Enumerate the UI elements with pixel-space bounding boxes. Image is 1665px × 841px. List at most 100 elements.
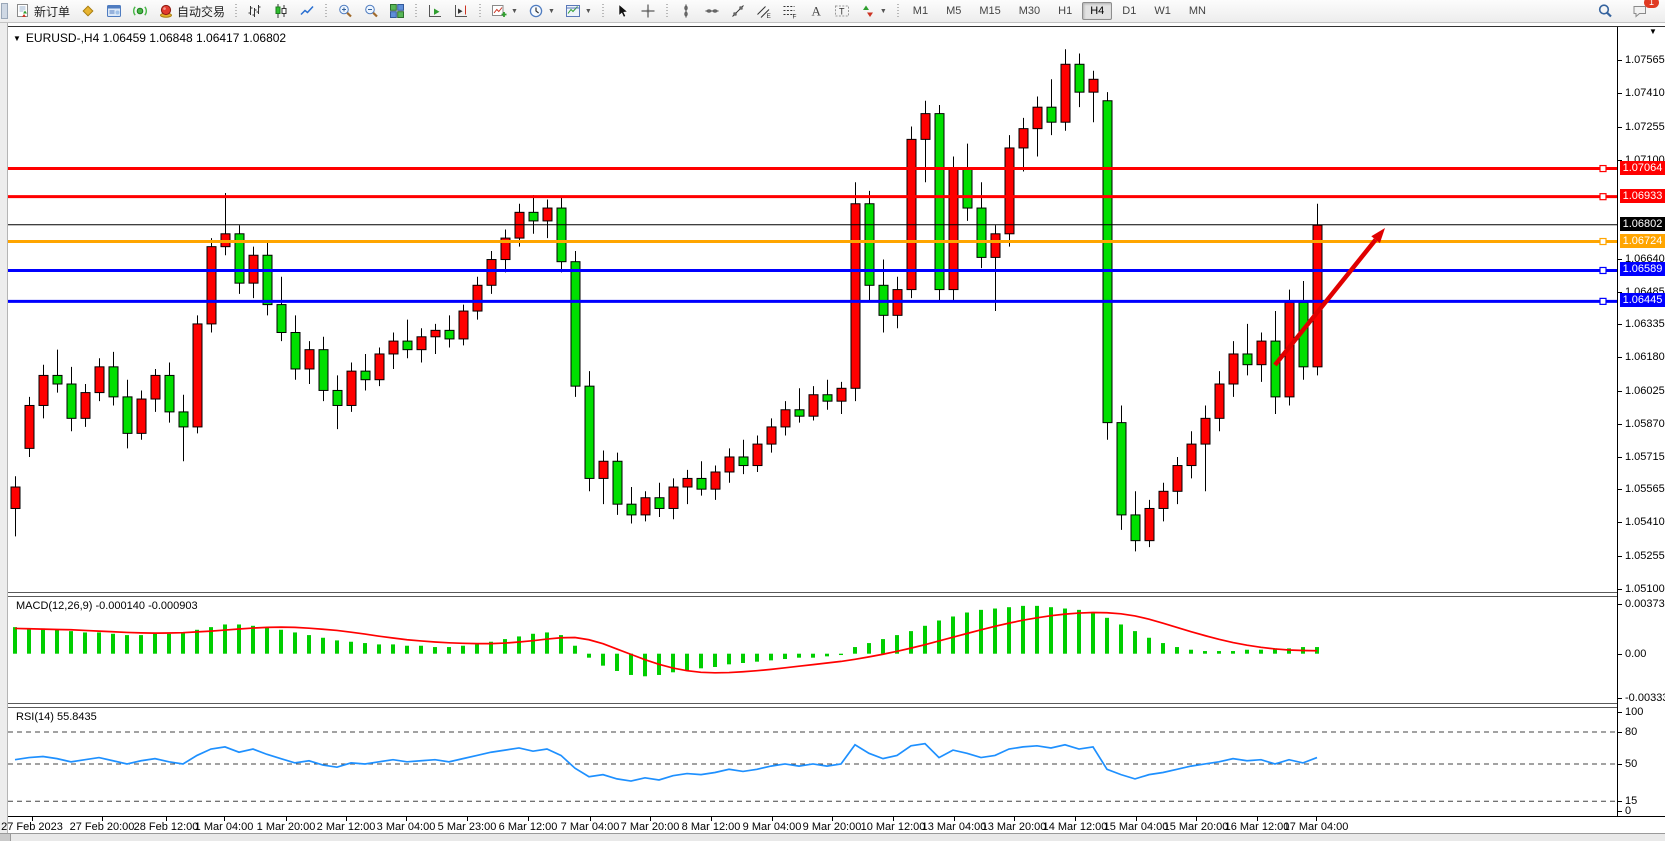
chart-dropdown-icon[interactable]: ▼ bbox=[13, 33, 21, 43]
chart-shift-button[interactable] bbox=[448, 1, 474, 22]
time-axis-tick bbox=[772, 817, 773, 821]
notification-badge: 1 bbox=[1644, 0, 1659, 8]
timeframe-mn[interactable]: MN bbox=[1188, 5, 1206, 17]
macd-panel[interactable] bbox=[8, 597, 1617, 703]
indicators-button[interactable]: ▼ bbox=[486, 1, 523, 22]
time-axis-label: 27 Feb 2023 bbox=[1, 821, 63, 833]
channel-button[interactable]: E bbox=[751, 1, 777, 22]
macd-histogram-bar bbox=[321, 637, 325, 654]
price-level-line[interactable] bbox=[8, 193, 1617, 201]
timeframe-m1[interactable]: M1 bbox=[912, 5, 929, 17]
candle bbox=[528, 195, 539, 234]
signals-button[interactable] bbox=[127, 1, 153, 22]
text-button[interactable]: A bbox=[803, 1, 829, 22]
axis-tick bbox=[1618, 589, 1622, 590]
candle bbox=[388, 332, 399, 369]
search-button[interactable] bbox=[1592, 1, 1618, 22]
macd-axis-label: 0.00 bbox=[1625, 647, 1647, 660]
candle bbox=[1032, 96, 1043, 157]
time-axis-label: 6 Mar 12:00 bbox=[498, 821, 558, 833]
macd-histogram-bar bbox=[1231, 651, 1235, 654]
panel-separator[interactable] bbox=[8, 703, 1665, 708]
fibonacci-button[interactable]: F bbox=[777, 1, 803, 22]
time-axis-tick bbox=[1014, 817, 1015, 821]
periods-button[interactable]: ▼ bbox=[523, 1, 560, 22]
market-watch-button[interactable] bbox=[101, 1, 127, 22]
time-axis-label: 27 Feb 20:00 bbox=[69, 821, 135, 833]
chevron-down-icon: ▼ bbox=[547, 7, 555, 15]
price-level-badge: 1.06445 bbox=[1620, 293, 1665, 308]
tile-windows-button[interactable] bbox=[384, 1, 410, 22]
auto-trading-icon bbox=[160, 4, 173, 18]
new-order-button[interactable]: 新订单 bbox=[10, 1, 75, 22]
auto-trading-button[interactable]: 自动交易 bbox=[153, 1, 230, 22]
chevron-down-icon: ▼ bbox=[879, 7, 887, 15]
panel-separator[interactable] bbox=[8, 592, 1665, 597]
toolbar-group: E F A T ▼ bbox=[673, 1, 892, 22]
candlestick-button[interactable] bbox=[268, 1, 294, 22]
auto-scroll-icon bbox=[429, 5, 442, 17]
price-axis-label: 1.06025 bbox=[1625, 384, 1665, 397]
axis-tick bbox=[1618, 423, 1622, 425]
time-axis-tick bbox=[1136, 817, 1137, 821]
chat-button[interactable]: 1 bbox=[1627, 0, 1659, 22]
templates-button[interactable]: ▼ bbox=[560, 1, 597, 22]
price-axis[interactable]: 1.075651.074101.072551.071001.066401.064… bbox=[1617, 27, 1665, 817]
profiles-button[interactable] bbox=[75, 1, 101, 22]
timeframe-m30[interactable]: M30 bbox=[1018, 5, 1041, 17]
zoom-in-button[interactable] bbox=[332, 1, 358, 22]
rsi-axis-label: 80 bbox=[1625, 725, 1638, 738]
timeframe-m5[interactable]: M5 bbox=[946, 5, 962, 17]
macd-histogram-bar bbox=[797, 653, 801, 658]
toolbar-grip[interactable] bbox=[414, 3, 419, 19]
trendline-button[interactable] bbox=[725, 1, 751, 22]
search-icon bbox=[1598, 4, 1612, 18]
horizontal-line-button[interactable] bbox=[699, 1, 725, 22]
svg-text:F: F bbox=[792, 14, 796, 20]
toolbar-grip[interactable] bbox=[324, 3, 329, 19]
auto-scroll-button[interactable] bbox=[422, 1, 448, 22]
line-chart-button[interactable] bbox=[294, 1, 320, 22]
candle bbox=[1214, 371, 1225, 432]
zoom-out-button[interactable] bbox=[358, 1, 384, 22]
macd-histogram-bar bbox=[335, 640, 339, 654]
rsi-panel[interactable] bbox=[8, 708, 1617, 816]
timeframe-m15[interactable]: M15 bbox=[979, 5, 1001, 17]
cursor-button[interactable] bbox=[609, 1, 635, 22]
candle bbox=[584, 371, 595, 492]
candle bbox=[500, 229, 511, 273]
time-axis-tick bbox=[832, 817, 833, 821]
templates-icon bbox=[565, 5, 580, 17]
time-axis-tick bbox=[1075, 817, 1076, 821]
shapes-button[interactable]: ▼ bbox=[855, 1, 892, 22]
market-watch-icon bbox=[107, 5, 122, 17]
toolbar-grip[interactable] bbox=[664, 3, 669, 19]
price-level-line[interactable] bbox=[8, 237, 1617, 246]
macd-histogram-bar bbox=[195, 629, 199, 654]
vertical-line-button[interactable] bbox=[673, 1, 699, 22]
price-level-line[interactable] bbox=[8, 164, 1617, 173]
timeframe-d1[interactable]: D1 bbox=[1122, 5, 1137, 17]
chart-shift-icon bbox=[455, 5, 468, 17]
timeframe-h1[interactable]: H1 bbox=[1058, 5, 1073, 17]
bar-chart-button[interactable] bbox=[242, 1, 268, 22]
timeframe-h4[interactable]: H4 bbox=[1082, 2, 1113, 20]
main-chart-panel[interactable] bbox=[8, 27, 1617, 592]
crosshair-button[interactable] bbox=[635, 1, 661, 22]
rsi-axis-label: 0 bbox=[1625, 805, 1632, 817]
price-level-line[interactable] bbox=[8, 297, 1617, 305]
macd-histogram-bar bbox=[853, 647, 857, 654]
toolbar-grip[interactable] bbox=[478, 3, 483, 19]
chart-title-text: EURUSD-,H4 1.06459 1.06848 1.06417 1.068… bbox=[25, 31, 287, 45]
timeframe-w1[interactable]: W1 bbox=[1154, 5, 1171, 17]
toolbar-grip[interactable] bbox=[234, 3, 239, 19]
macd-histogram-bar bbox=[1077, 609, 1081, 654]
vline-icon bbox=[684, 4, 688, 18]
toolbar-grip[interactable] bbox=[600, 3, 605, 19]
trend-arrow[interactable] bbox=[1273, 228, 1385, 367]
label-button[interactable]: T bbox=[829, 1, 855, 22]
line-anchor bbox=[1599, 193, 1607, 201]
toolbar-grip[interactable] bbox=[895, 3, 900, 19]
time-axis[interactable]: 27 Feb 2023 27 Feb 20:00 28 Feb 12:00 1 Mar… bbox=[1, 816, 1665, 833]
candle bbox=[346, 362, 357, 412]
